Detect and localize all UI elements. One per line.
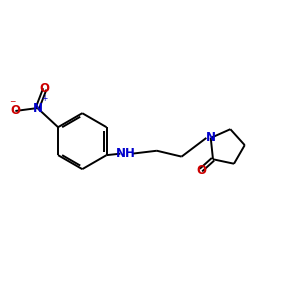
Text: O: O [196, 164, 206, 177]
Text: NH: NH [116, 147, 136, 160]
Text: +: + [41, 94, 48, 103]
Text: −: − [9, 97, 16, 106]
Text: O: O [11, 104, 20, 118]
Text: N: N [32, 101, 42, 115]
Text: O: O [40, 82, 50, 95]
Text: N: N [206, 131, 216, 144]
